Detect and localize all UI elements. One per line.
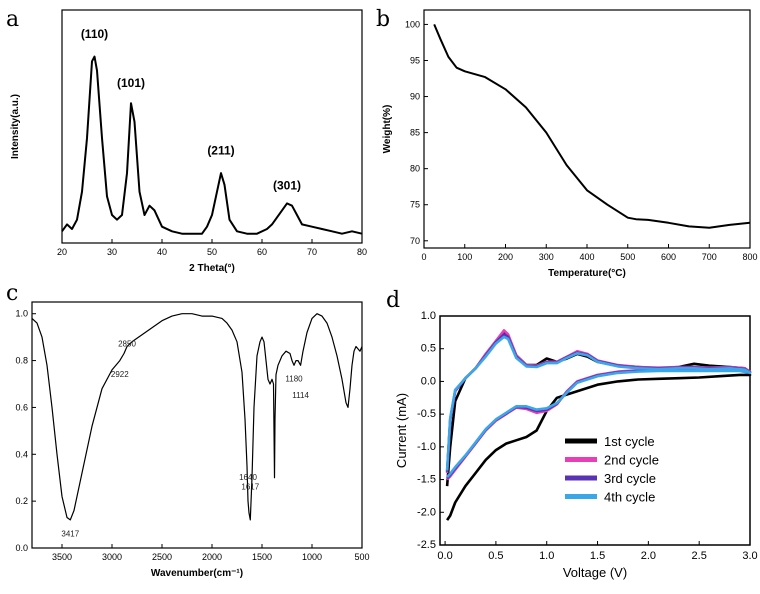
x-tick-label: 0 [421,252,426,262]
series-line-3 [445,332,752,480]
x-axis-label: Voltage (V) [563,565,627,580]
peak-annotation: 1617 [241,482,259,491]
peak-annotation: (301) [273,178,301,192]
x-tick-label: 3000 [102,552,122,562]
x-tick-label: 2000 [202,552,222,562]
series-line-2 [445,329,752,481]
plot-frame [31,301,363,549]
y-tick-label: 1.0 [421,310,436,322]
y-tick-label: -1.0 [417,441,436,453]
x-tick-label: 30 [107,247,117,257]
chart-a-xrd: 20 30 40 50 60 70 80 2 Theta(°) Intensity(a.u.) (… [10,9,367,274]
legend-label-1: 1st cycle [604,434,655,449]
y-tick-label: 0.5 [421,343,436,355]
x-tick-label: 1.5 [590,550,605,562]
y-tick-label: 75 [410,200,420,210]
x-tick-label: 60 [257,247,267,257]
y-tick-label: 0.6 [15,402,28,412]
y-tick-label: 0.4 [15,449,28,459]
x-tick-label: 800 [742,252,757,262]
x-tick-label: 500 [620,252,635,262]
x-tick-label: 2.0 [641,550,656,562]
chart-c-ftir: 3500 3000 2500 2000 1500 1000 500 0.0 0.2 0.4 0.6 0… [15,301,370,579]
legend: 1st cycle 2nd cycle 3rd cycle 4th cycle [565,434,659,505]
plot-frame [423,9,751,249]
x-tick-label: 40 [157,247,167,257]
x-tick-label: 3.0 [742,550,757,562]
y-tick-label: 85 [410,128,420,138]
x-tick-label: 600 [661,252,676,262]
legend-label-3: 3rd cycle [604,471,656,486]
y-tick-label: 95 [410,55,420,65]
peak-annotation: 3417 [61,529,79,538]
peak-annotation: 1180 [285,375,303,384]
panel-letter-c: c [6,281,18,306]
y-tick-label: 90 [410,92,420,102]
x-tick-label: 2500 [152,552,172,562]
series-line-1 [433,24,751,229]
y-tick-label: 0.0 [421,375,436,387]
x-tick-label: 80 [357,247,367,257]
x-tick-label: 3500 [52,552,72,562]
y-tick-label: 1.0 [15,309,28,319]
y-tick-label: -1.5 [417,474,436,486]
chart-b-tga: 0 100 200 300 400 500 600 700 800 70 75 80 85 90 95 100… [382,9,758,279]
y-tick-label: 0.2 [15,496,28,506]
x-tick-label: 1500 [252,552,272,562]
x-tick-label: 200 [498,252,513,262]
series-line-1 [31,313,363,521]
x-axis-label: 2 Theta(°) [189,263,235,274]
x-tick-label: 500 [354,552,369,562]
y-tick-label: 70 [410,236,420,246]
panel-letter-b: b [376,7,390,32]
peak-annotation: 1640 [239,473,257,482]
y-tick-label: 0.8 [15,356,28,366]
x-tick-label: 1.0 [539,550,554,562]
x-tick-label: 700 [702,252,717,262]
x-tick-label: 70 [307,247,317,257]
plot-frame [61,9,363,244]
y-tick-label: -2.0 [417,506,436,518]
legend-label-4: 4th cycle [604,490,655,505]
y-axis-label: Current (mA) [394,393,409,468]
peak-annotation: 2922 [111,370,129,379]
peak-annotation: (110) [81,27,108,41]
x-tick-label: 20 [57,247,67,257]
x-tick-label: 0.5 [488,550,503,562]
y-tick-label: -2.5 [417,539,436,551]
series-line-1 [61,55,363,235]
legend-label-2: 2nd cycle [604,453,659,468]
y-tick-label: 100 [405,19,420,29]
chart-d-cv: 0.0 0.5 1.0 1.5 2.0 2.5 3.0 1.0 0.5 0.0 -0.5 -1.0 -1… [394,310,758,580]
y-tick-label: -0.5 [417,408,436,420]
panel-letter-d: d [386,288,400,313]
peak-annotation: 1114 [292,391,309,400]
x-axis-label: Temperature(°C) [548,268,626,279]
x-tick-label: 50 [207,247,217,257]
panel-letter-a: a [6,7,19,32]
x-tick-label: 2.5 [692,550,707,562]
x-tick-label: 0.0 [437,550,452,562]
x-tick-label: 300 [539,252,554,262]
y-tick-label: 0.0 [15,543,28,553]
x-tick-label: 100 [457,252,472,262]
peak-annotation: 2850 [118,340,136,349]
x-axis-label: Wavenumber(cm⁻¹) [151,568,243,579]
y-tick-label: 80 [410,164,420,174]
y-axis-label: Intensity(a.u.) [10,94,21,159]
x-tick-label: 1000 [302,552,322,562]
peak-annotation: (211) [207,143,234,157]
y-axis-label: Weight(%) [382,105,393,154]
plot-frame [439,315,751,546]
series-line-4 [445,335,752,478]
peak-annotation: (101) [117,76,145,90]
x-tick-label: 400 [579,252,594,262]
